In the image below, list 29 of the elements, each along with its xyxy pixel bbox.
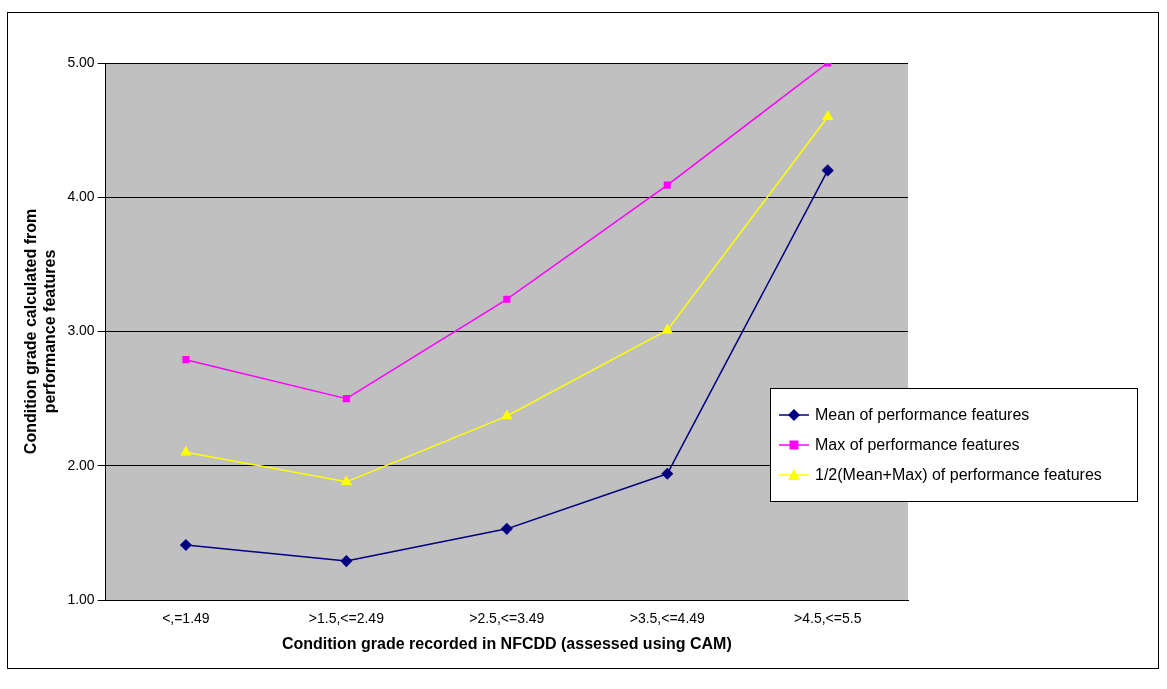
point	[182, 356, 190, 364]
point	[342, 395, 350, 403]
legend-label: 1/2(Mean+Max) of performance features	[815, 465, 1102, 485]
x-tick-label: >3.5,<=4.49	[629, 610, 706, 627]
point	[503, 295, 511, 303]
y-axis-title: Condition grade calculated from performance features	[22, 208, 59, 455]
point	[662, 324, 673, 334]
point	[501, 523, 513, 535]
x-tick-label: >1.5,<=2.49	[308, 610, 385, 627]
x-tick-label: >2.5,<=3.49	[469, 610, 545, 627]
y-tick-label: 1.00	[67, 590, 95, 607]
point	[180, 539, 192, 551]
point	[663, 181, 671, 189]
x-axis-title: Condition grade recorded in NFCDD (assessed using CAM)	[281, 634, 732, 652]
point	[822, 110, 833, 120]
point	[180, 446, 191, 456]
point	[822, 164, 834, 177]
x-tick-label: <,=1.49	[162, 610, 210, 627]
y-tick-label: 5.00	[67, 53, 95, 70]
legend-label: Mean of performance features	[815, 405, 1030, 425]
point	[341, 476, 352, 486]
y-tick-label: 3.00	[67, 322, 95, 339]
legend-label: Max of performance features	[815, 435, 1020, 455]
point	[340, 555, 353, 567]
y-tick-label: 4.00	[67, 188, 95, 205]
point	[501, 410, 512, 420]
point	[661, 468, 674, 480]
x-tick-label: >4.5,<=5.5	[794, 610, 862, 627]
y-tick-label: 2.00	[67, 456, 95, 473]
